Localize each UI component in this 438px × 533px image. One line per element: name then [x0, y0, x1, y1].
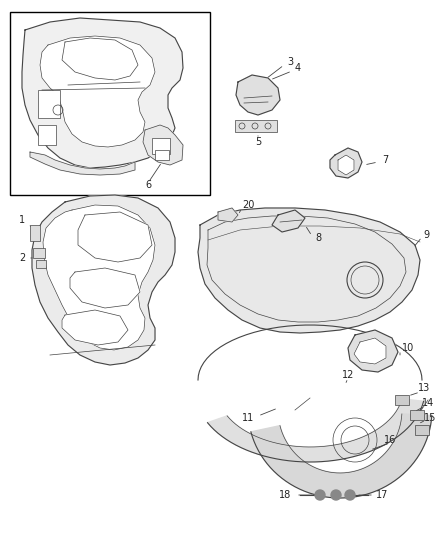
- Text: 11: 11: [242, 413, 254, 423]
- Text: 3: 3: [287, 57, 293, 67]
- Circle shape: [345, 490, 355, 500]
- Text: 18: 18: [279, 490, 291, 500]
- Text: 4: 4: [295, 63, 301, 73]
- Bar: [395, 395, 409, 405]
- Text: 1: 1: [19, 215, 25, 225]
- Polygon shape: [43, 205, 155, 350]
- Polygon shape: [251, 414, 432, 498]
- Bar: [152, 138, 170, 154]
- Polygon shape: [70, 268, 140, 308]
- Bar: [415, 425, 429, 435]
- Text: 17: 17: [376, 490, 388, 500]
- Text: 5: 5: [255, 137, 261, 147]
- Polygon shape: [236, 75, 280, 115]
- Text: 13: 13: [418, 383, 430, 393]
- Text: 14: 14: [422, 398, 434, 408]
- Polygon shape: [62, 310, 128, 345]
- Polygon shape: [218, 208, 238, 222]
- Polygon shape: [22, 18, 183, 168]
- Polygon shape: [272, 210, 305, 232]
- Bar: [155, 150, 169, 160]
- Bar: [33, 248, 45, 258]
- Bar: [38, 90, 60, 118]
- Text: 10: 10: [402, 343, 414, 353]
- Polygon shape: [208, 399, 424, 462]
- Polygon shape: [330, 148, 362, 178]
- Text: 9: 9: [423, 230, 429, 240]
- Bar: [410, 410, 424, 420]
- Text: 6: 6: [145, 180, 151, 190]
- Polygon shape: [32, 195, 175, 365]
- Text: 12: 12: [342, 370, 354, 380]
- Polygon shape: [62, 38, 138, 80]
- Bar: [36, 260, 46, 268]
- Text: 16: 16: [384, 435, 396, 445]
- Text: 7: 7: [382, 155, 388, 165]
- Polygon shape: [40, 36, 155, 147]
- Circle shape: [315, 490, 325, 500]
- Text: 8: 8: [315, 233, 321, 243]
- Polygon shape: [30, 152, 135, 175]
- Text: 2: 2: [19, 253, 25, 263]
- Bar: [30, 225, 40, 241]
- Polygon shape: [143, 125, 183, 165]
- Text: 20: 20: [242, 200, 254, 210]
- Polygon shape: [348, 330, 398, 372]
- Bar: [235, 120, 277, 132]
- Polygon shape: [198, 208, 420, 333]
- Polygon shape: [354, 338, 386, 364]
- Polygon shape: [338, 155, 354, 175]
- Polygon shape: [78, 212, 152, 262]
- Bar: [38, 125, 56, 145]
- Bar: [10, 12, 210, 195]
- Circle shape: [331, 490, 341, 500]
- Text: 15: 15: [424, 413, 436, 423]
